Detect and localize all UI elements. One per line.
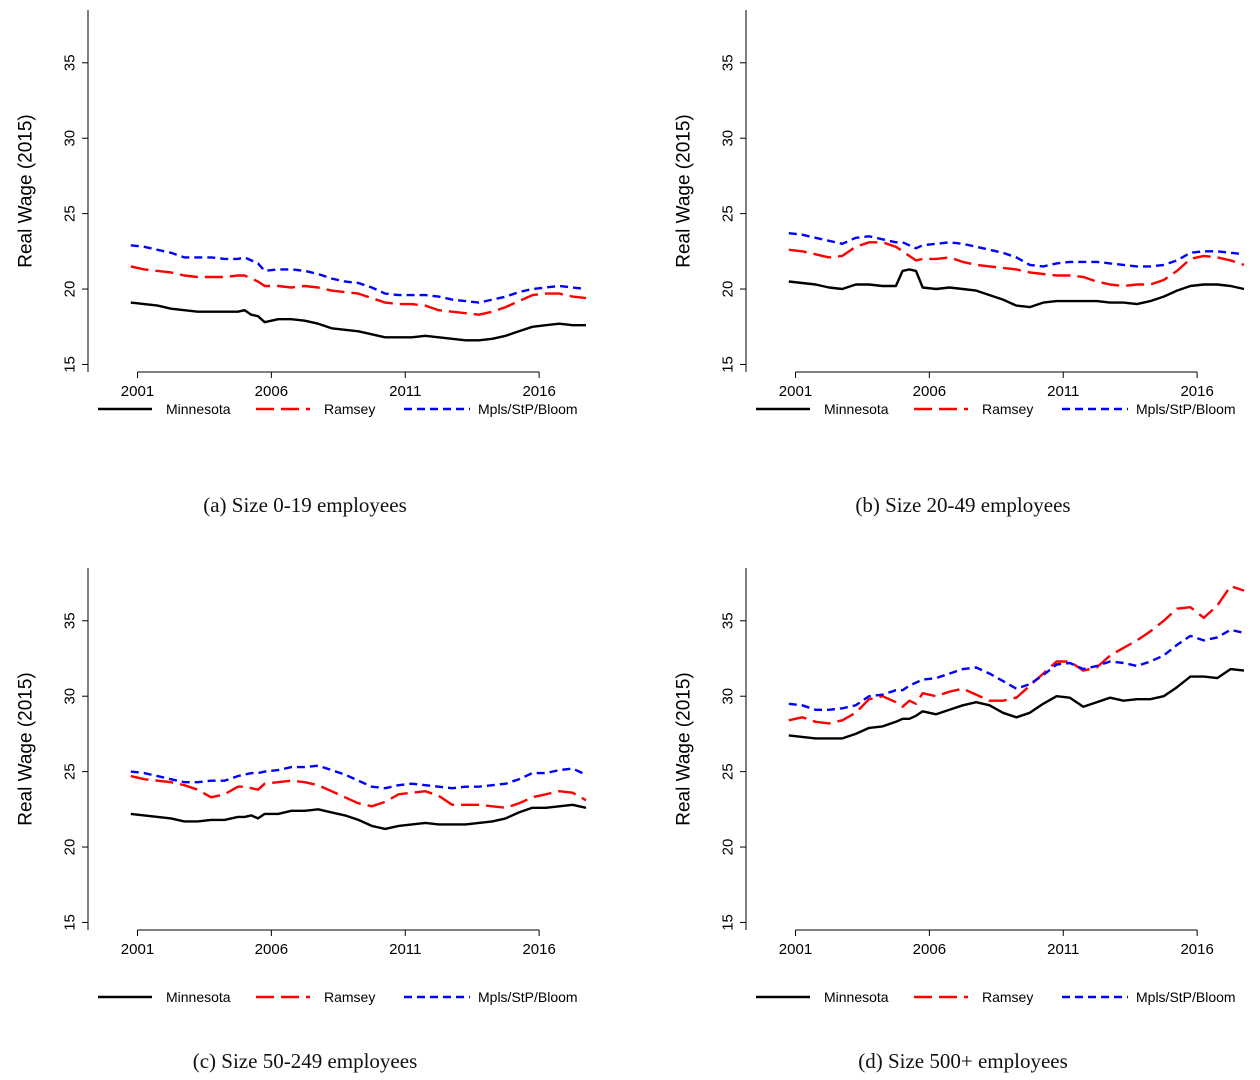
series-line-ramsey [130, 265, 587, 316]
series-line-minnesota [130, 301, 586, 342]
x-tick-label: 2011 [389, 941, 421, 958]
chart-panel: 15 20 25 30 35 2001 2006 2011 2016 Real Wage (201… [16, 10, 587, 517]
x-tick-label: 2001 [121, 383, 154, 400]
x-tick-label: 2001 [779, 383, 812, 400]
x-tick-label: 2016 [522, 383, 555, 400]
legend: Minnesota Ramsey Mpls/StP/Bloom [98, 989, 578, 1005]
y-tick-label: 25 [720, 763, 737, 780]
legend-label: Ramsey [324, 401, 375, 417]
y-tick-label: 20 [62, 281, 79, 298]
panel-caption: (d) Size 500+ employees [858, 1049, 1068, 1073]
x-tick-label: 2001 [779, 941, 812, 958]
y-tick-label: 35 [720, 54, 737, 71]
y-tick-label: 30 [720, 688, 737, 705]
legend: Minnesota Ramsey Mpls/StP/Bloom [98, 401, 578, 417]
chart-panel: 15 20 25 30 35 2001 2006 2011 2016 Real Wage (201… [674, 568, 1245, 1073]
y-tick-label: 20 [720, 839, 737, 856]
y-tick-label: 15 [720, 914, 737, 931]
y-tick-label: 35 [62, 612, 79, 629]
y-tick-label: 25 [62, 205, 79, 222]
series-line-minnesota [788, 268, 1245, 309]
series-line-ramsey [788, 584, 1245, 725]
y-axis-title: Real Wage (2015) [16, 672, 37, 825]
y-axis-title: Real Wage (2015) [674, 114, 695, 267]
y-tick-label: 20 [720, 281, 737, 298]
series-line-minnesota [788, 667, 1245, 740]
x-tick-label: 2006 [913, 941, 946, 958]
series-line-minnesota [130, 803, 587, 831]
x-tick-label: 2011 [1047, 941, 1079, 958]
legend-label: Ramsey [324, 989, 375, 1005]
legend-label: Minnesota [824, 401, 889, 417]
x-tick-label: 2016 [1180, 941, 1213, 958]
x-tick-label: 2006 [913, 383, 946, 400]
legend-label: Ramsey [982, 989, 1033, 1005]
x-tick-label: 2011 [1047, 383, 1079, 400]
legend-label: Mpls/StP/Bloom [478, 401, 578, 417]
legend-label: Mpls/StP/Bloom [478, 989, 578, 1005]
panel-caption: (a) Size 0-19 employees [203, 493, 407, 517]
panel-caption: (b) Size 20-49 employees [855, 493, 1070, 517]
legend: Minnesota Ramsey Mpls/StP/Bloom [756, 989, 1236, 1005]
y-tick-label: 25 [62, 763, 79, 780]
x-tick-label: 2006 [255, 383, 288, 400]
series-line-ramsey [130, 774, 587, 809]
panel-caption: (c) Size 50-249 employees [193, 1049, 418, 1073]
y-tick-label: 35 [62, 54, 79, 71]
series-line-mpls-stp-bloom [788, 628, 1245, 711]
y-tick-label: 15 [720, 356, 737, 373]
series-line-mpls-stp-bloom [788, 232, 1245, 268]
y-tick-label: 30 [62, 688, 79, 705]
y-tick-label: 15 [62, 356, 79, 373]
legend-label: Mpls/StP/Bloom [1136, 401, 1236, 417]
legend-label: Minnesota [166, 989, 231, 1005]
x-tick-label: 2001 [121, 941, 154, 958]
series-line-mpls-stp-bloom [130, 244, 587, 304]
y-tick-label: 20 [62, 839, 79, 856]
y-tick-label: 15 [62, 914, 79, 931]
legend-label: Minnesota [824, 989, 889, 1005]
chart-panel: 15 20 25 30 35 2001 2006 2011 2016 Real Wage (201… [16, 568, 587, 1073]
chart-panel: 15 20 25 30 35 2001 2006 2011 2016 Real Wage (201… [674, 10, 1245, 517]
y-axis-title: Real Wage (2015) [16, 114, 37, 267]
x-tick-label: 2016 [1180, 383, 1213, 400]
x-tick-label: 2006 [255, 941, 288, 958]
y-tick-label: 25 [720, 205, 737, 222]
y-tick-label: 35 [720, 612, 737, 629]
legend-label: Ramsey [982, 401, 1033, 417]
series-line-mpls-stp-bloom [130, 764, 587, 790]
y-axis-title: Real Wage (2015) [674, 672, 695, 825]
y-tick-label: 30 [720, 130, 737, 147]
legend: Minnesota Ramsey Mpls/StP/Bloom [756, 401, 1236, 417]
series-line-ramsey [788, 241, 1245, 288]
legend-label: Mpls/StP/Bloom [1136, 989, 1236, 1005]
x-tick-label: 2011 [389, 383, 421, 400]
legend-label: Minnesota [166, 401, 231, 417]
x-tick-label: 2016 [522, 941, 555, 958]
y-tick-label: 30 [62, 130, 79, 147]
